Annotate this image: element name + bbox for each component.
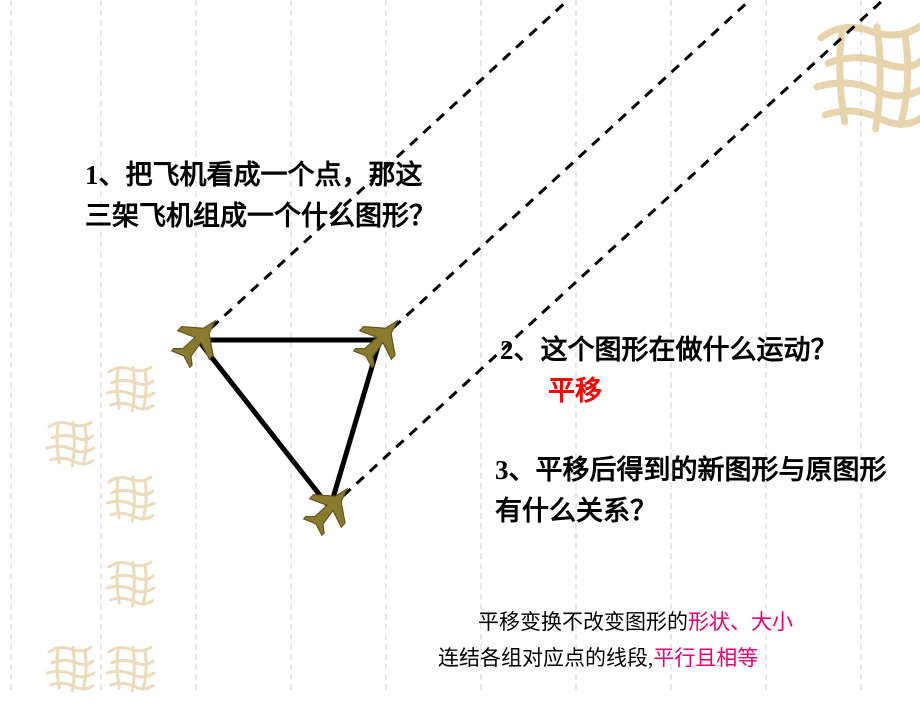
plane-icon-1 [352,312,408,368]
plane-icon-0 [170,312,226,368]
plane-icon-2 [302,480,358,536]
triangle-diagram [0,0,920,690]
